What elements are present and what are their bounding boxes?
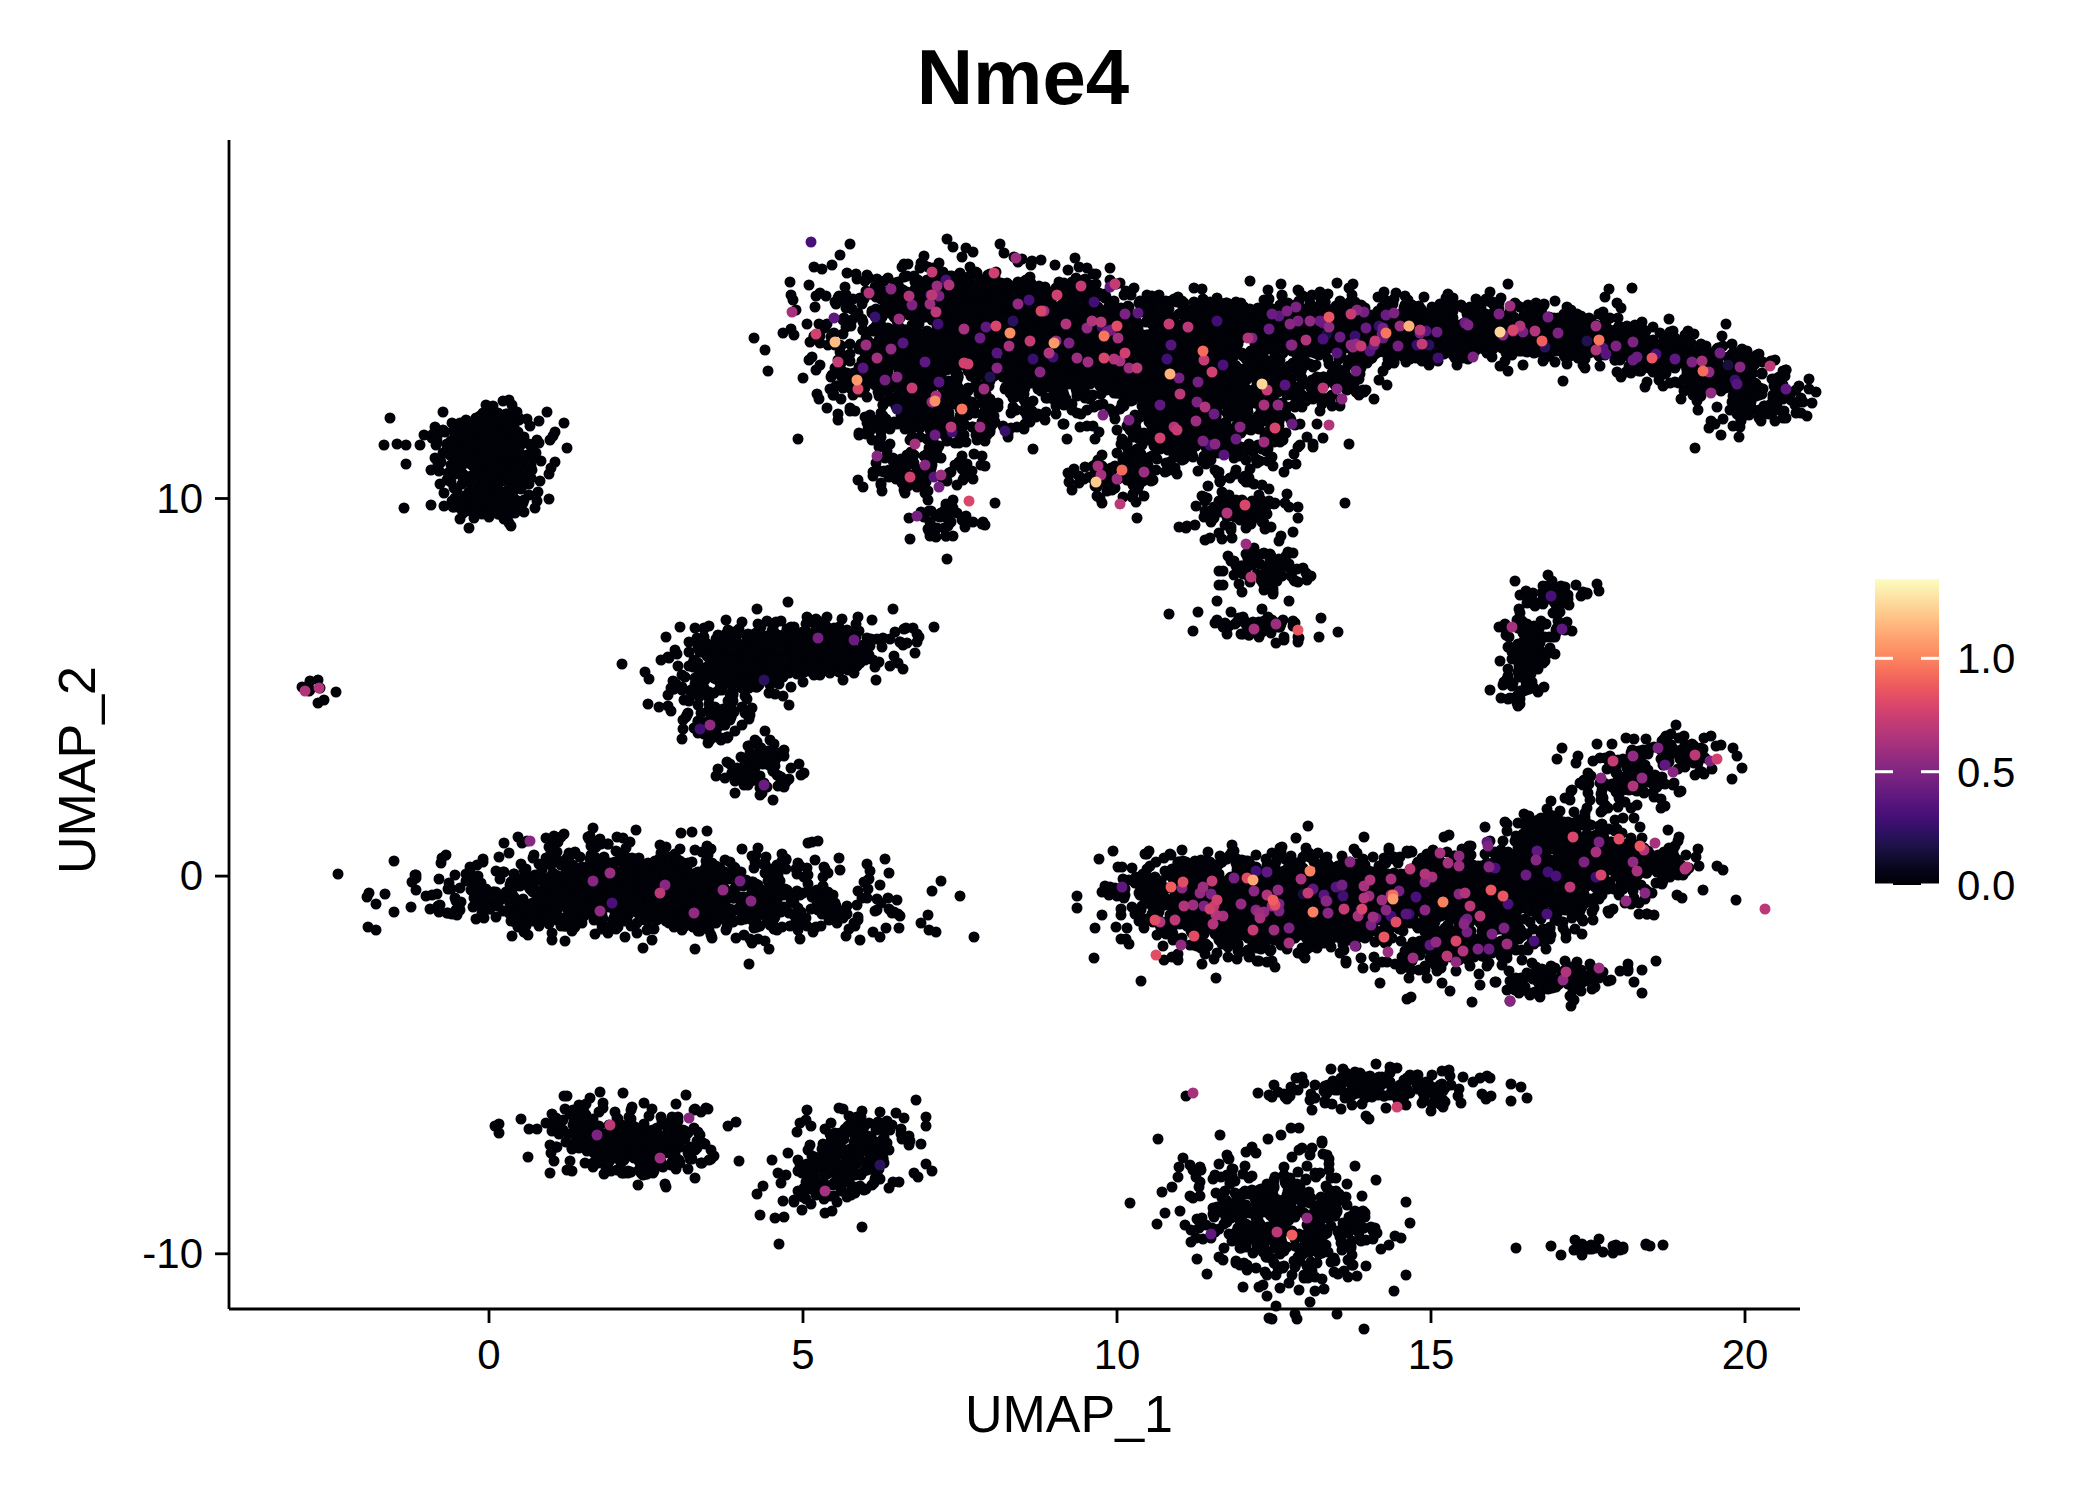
svg-text:0: 0 bbox=[477, 1331, 500, 1378]
svg-text:20: 20 bbox=[1722, 1331, 1769, 1378]
svg-text:15: 15 bbox=[1408, 1331, 1455, 1378]
svg-text:0: 0 bbox=[180, 852, 203, 899]
svg-text:10: 10 bbox=[156, 475, 203, 522]
svg-text:10: 10 bbox=[1094, 1331, 1141, 1378]
svg-text:0.5: 0.5 bbox=[1957, 749, 2015, 796]
svg-text:Nme4: Nme4 bbox=[917, 33, 1129, 121]
svg-text:1.0: 1.0 bbox=[1957, 635, 2015, 682]
svg-text:0.0: 0.0 bbox=[1957, 862, 2015, 909]
svg-text:UMAP_1: UMAP_1 bbox=[965, 1385, 1173, 1443]
svg-text:UMAP_2: UMAP_2 bbox=[48, 666, 106, 874]
svg-text:-10: -10 bbox=[142, 1230, 203, 1277]
svg-text:5: 5 bbox=[791, 1331, 814, 1378]
